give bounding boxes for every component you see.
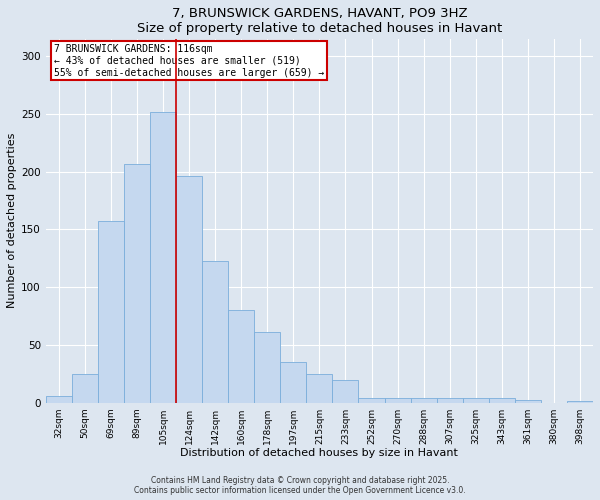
Bar: [410, 398, 437, 402]
Bar: [46, 396, 72, 402]
Bar: [176, 176, 202, 402]
Bar: [254, 332, 280, 402]
Bar: [202, 260, 228, 402]
X-axis label: Distribution of detached houses by size in Havant: Distribution of detached houses by size …: [181, 448, 458, 458]
Text: Contains HM Land Registry data © Crown copyright and database right 2025.
Contai: Contains HM Land Registry data © Crown c…: [134, 476, 466, 495]
Bar: [515, 400, 541, 402]
Bar: [385, 398, 410, 402]
Bar: [307, 374, 332, 402]
Bar: [280, 362, 307, 403]
Bar: [124, 164, 150, 402]
Bar: [150, 112, 176, 403]
Bar: [358, 398, 385, 402]
Bar: [98, 222, 124, 402]
Bar: [228, 310, 254, 402]
Bar: [72, 374, 98, 402]
Y-axis label: Number of detached properties: Number of detached properties: [7, 133, 17, 308]
Bar: [437, 398, 463, 402]
Bar: [463, 398, 489, 402]
Bar: [332, 380, 358, 402]
Title: 7, BRUNSWICK GARDENS, HAVANT, PO9 3HZ
Size of property relative to detached hous: 7, BRUNSWICK GARDENS, HAVANT, PO9 3HZ Si…: [137, 7, 502, 35]
Text: 7 BRUNSWICK GARDENS: 116sqm
← 43% of detached houses are smaller (519)
55% of se: 7 BRUNSWICK GARDENS: 116sqm ← 43% of det…: [54, 44, 324, 78]
Bar: [489, 398, 515, 402]
